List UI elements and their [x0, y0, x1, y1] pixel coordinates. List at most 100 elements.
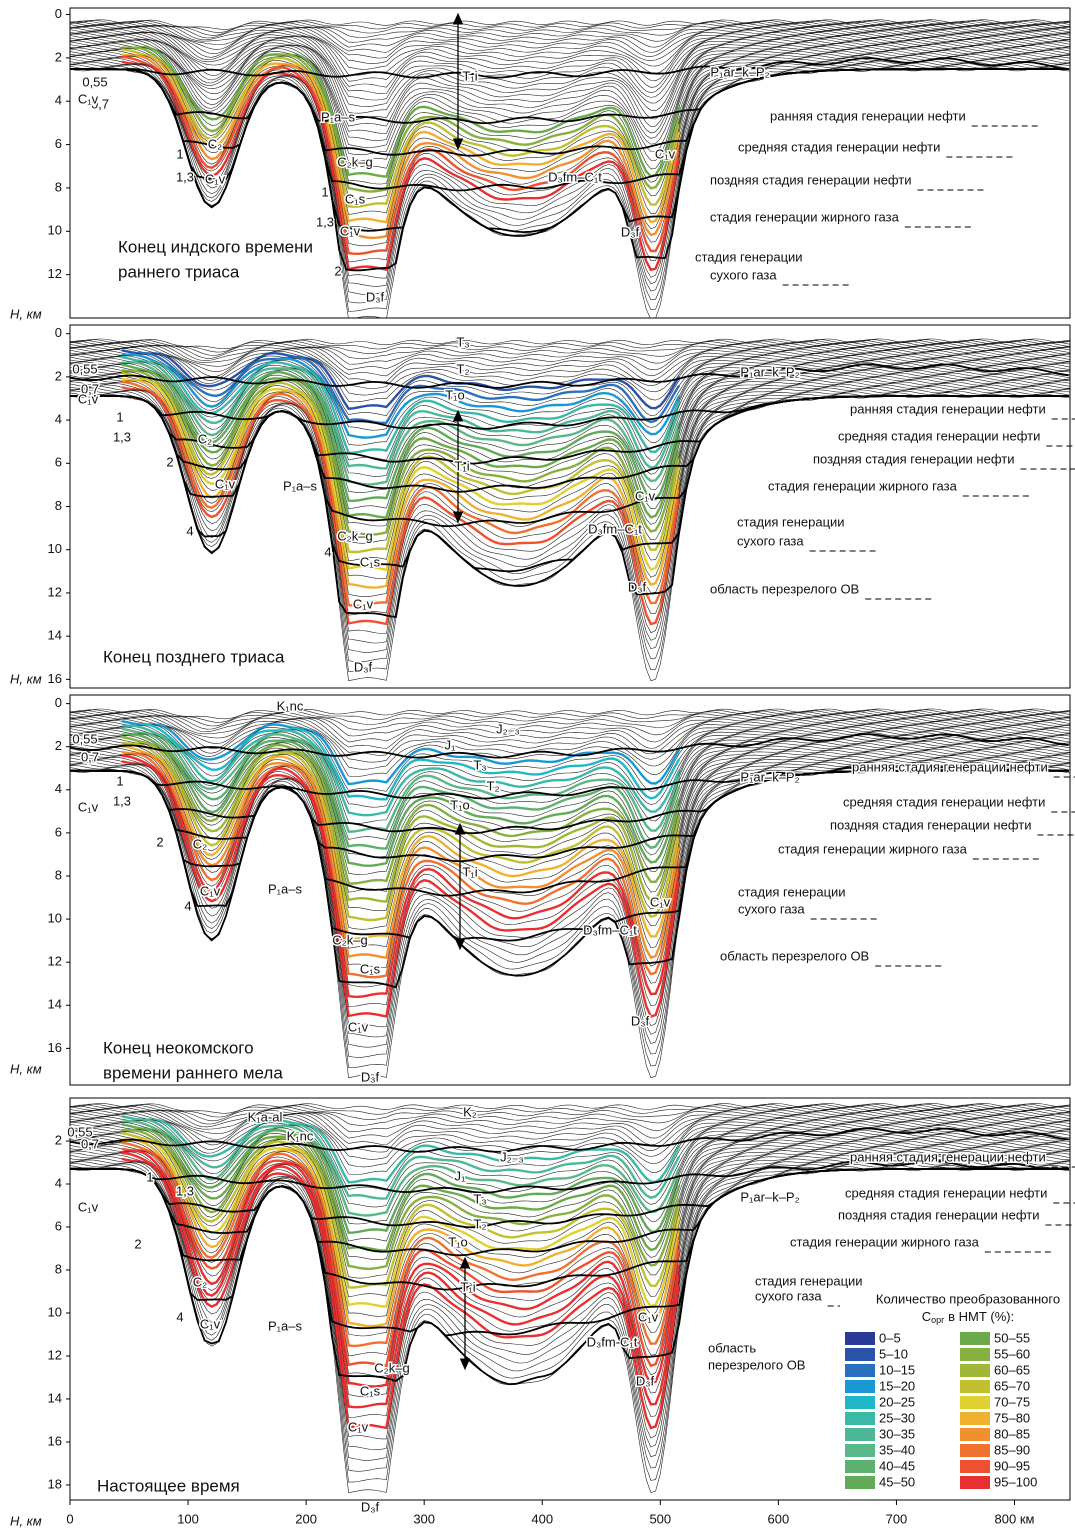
unit-label: C₁v [650, 894, 671, 909]
y-tick-label: 14 [48, 997, 62, 1012]
generation-layer [121, 349, 681, 410]
legend-swatch [960, 1380, 990, 1393]
unit-label: 0,55 [72, 731, 97, 746]
layer-line [70, 1106, 1070, 1133]
stage-label: перезрелого ОВ [708, 1357, 805, 1372]
unit-label: C₁v [348, 1419, 369, 1434]
legend-swatch [845, 1444, 875, 1457]
layer-line [70, 729, 1070, 841]
unit-label: C₁v [635, 488, 656, 503]
legend-swatch [960, 1428, 990, 1441]
generation-layer [121, 741, 681, 903]
y-tick-label: 6 [55, 136, 62, 151]
generation-layer [121, 735, 681, 885]
layer-line [70, 40, 1070, 155]
unit-label: 0,7 [81, 1136, 99, 1151]
unit-label: C₁v [78, 91, 99, 106]
layer-line [70, 1113, 1070, 1175]
y-tick-label: 2 [55, 49, 62, 64]
y-tick-label: 6 [55, 824, 62, 839]
unit-label: 2 [166, 454, 173, 469]
legend-label: 55–60 [994, 1346, 1030, 1361]
layer-line [70, 347, 1070, 403]
layer-line [70, 1150, 1070, 1398]
stage-label: стадия генерации жирного газа [778, 841, 968, 856]
layer-line [70, 726, 1070, 824]
unit-label: T₂ [487, 778, 500, 793]
y-tick-label: 4 [55, 1175, 62, 1190]
unit-label: D₃f [621, 224, 640, 239]
legend-bg [840, 1288, 1066, 1496]
layers [70, 708, 1070, 1079]
y-tick-label: 10 [48, 911, 62, 926]
generation-layer [121, 752, 681, 979]
legend-swatch [960, 1396, 990, 1409]
unit-label: K₁nc [287, 1128, 314, 1143]
layer-line [70, 1124, 1070, 1242]
unit-label: J₂₋₃ [496, 721, 520, 736]
unit-label: T₃ [456, 334, 469, 349]
legend-label: 5–10 [879, 1346, 908, 1361]
unit-label: D₃fm–C₁t [583, 922, 637, 937]
unit-label: C₂ [193, 836, 207, 851]
layer-line [70, 357, 1070, 461]
legend-swatch [845, 1428, 875, 1441]
layer-line [70, 41, 1070, 163]
unit-label: T₁o [450, 797, 470, 812]
layer-line [70, 1122, 1070, 1225]
generation-layer [121, 724, 681, 817]
layer-line [70, 63, 1070, 295]
x-tick-label: 700 [886, 1511, 908, 1526]
legend-label: 85–90 [994, 1442, 1030, 1457]
unit-label: 0,7 [91, 96, 109, 111]
legend-title-sub: орг [931, 1315, 945, 1325]
x-tick-label: 300 [413, 1511, 435, 1526]
y-tick-label: 2 [55, 738, 62, 753]
layer-line [70, 744, 1070, 930]
panel-frame [69, 1097, 1071, 1501]
legend-swatch [845, 1396, 875, 1409]
unit-label: P₁a–s [268, 881, 303, 896]
unit-label: D₃f [628, 579, 647, 594]
unit-label: C₁v [215, 476, 236, 491]
maturity-isoline [70, 363, 1069, 389]
unit-label: T₁i [462, 68, 477, 83]
stage-label: поздняя стадия генерации нефти [830, 817, 1031, 832]
panel-frame [69, 694, 1071, 1086]
legend-swatch [960, 1460, 990, 1473]
generation-layer [121, 1129, 681, 1271]
unit-label: C₁v [200, 883, 221, 898]
generation-layer [121, 750, 681, 960]
stage-label: стадия генерации жирного газа [768, 478, 958, 493]
layer-line [70, 42, 1070, 170]
stage-label: стадия генерации [737, 514, 845, 529]
stage-label: ранняя стадия генерации нефти [850, 401, 1046, 416]
unit-label: C₁v [78, 391, 99, 406]
stage-label: средняя стадия генерации нефти [843, 794, 1045, 809]
stage-label: стадия генерации жирного газа [790, 1234, 980, 1249]
unit-label: C₂k–g [332, 932, 367, 947]
y-tick-label: 8 [55, 179, 62, 194]
legend-label: 15–20 [879, 1378, 915, 1393]
unit-label: C₁v [200, 1316, 221, 1331]
layer-line [70, 55, 1070, 247]
unit-label: P₁ar–k–P₂ [740, 1189, 799, 1204]
stage-label: ранняя стадия генерации нефти [852, 759, 1048, 774]
unit-label: D₃f [631, 1013, 650, 1028]
unit-label: 4 [186, 523, 193, 538]
y-tick-label: 12 [48, 584, 62, 599]
generation-layer [121, 1157, 681, 1430]
unit-label: C₂k–g [337, 154, 372, 169]
unit-label: D₃fm–C₁t [588, 521, 642, 536]
layers [70, 19, 1070, 318]
unit-label: D₃f [366, 289, 385, 304]
y-tick-label: 12 [48, 954, 62, 969]
unit-label: J₁ [455, 1168, 467, 1183]
generation-layer [121, 1151, 681, 1409]
layer-line [70, 29, 1070, 88]
legend-label: 50–55 [994, 1330, 1030, 1345]
unit-label: 1 [116, 773, 123, 788]
layer-line [70, 760, 1070, 1028]
